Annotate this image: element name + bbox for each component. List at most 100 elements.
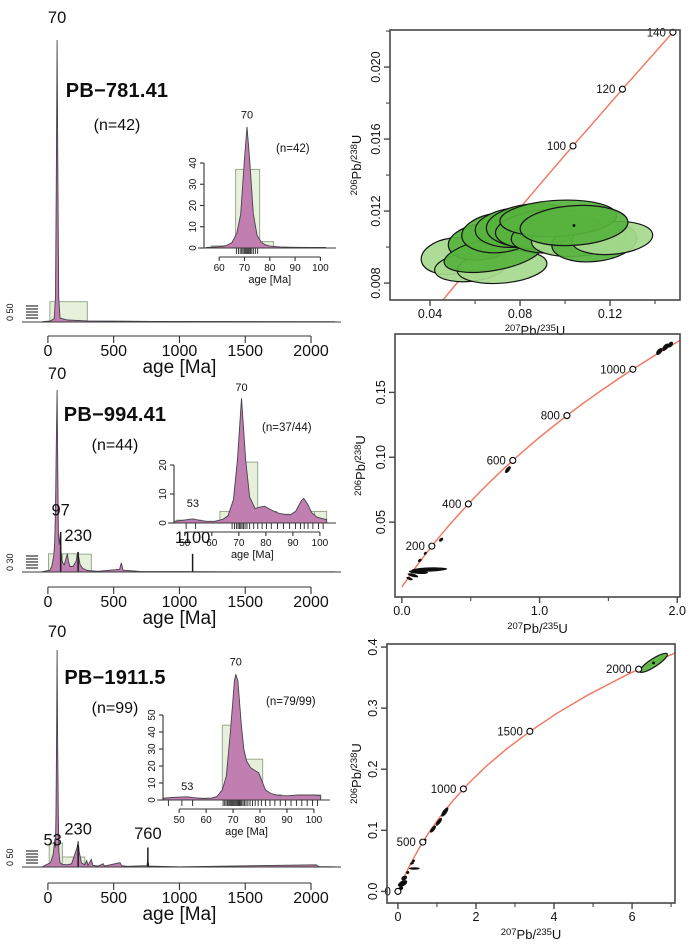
y-axis-mini-label: 0 30 (5, 553, 15, 571)
age-marker-circle (419, 838, 427, 846)
x-tick-label: 1500 (227, 343, 263, 360)
error-ellipse (408, 570, 428, 575)
age-marker-circle (428, 542, 436, 550)
y-tick-label: 0.10 (374, 445, 388, 469)
y-tick-label: 0 (188, 245, 199, 251)
x-tick-label: 2000 (293, 890, 329, 907)
kde-inset-chart-3: 70 53 50 60 70 80 90 100 age [Ma] 0 10 20 30 40 50 (n=7… (147, 657, 330, 838)
age-marker-circle (635, 665, 643, 673)
x-tick-label: 2000 (293, 594, 329, 611)
x-tick-label: 0.12 (598, 307, 622, 321)
concordia-chart-1: 100 120 140 0.04 0.08 0.12 0.008 0.012 0.016 0.02… (349, 27, 681, 338)
sample-title-2: PB−994.41 (63, 404, 167, 426)
x-tick-label: 60 (206, 538, 218, 549)
y-axis-mini-label: 0 50 (5, 848, 15, 866)
x-tick-label: 1000 (162, 890, 198, 907)
inset-plot: 70 60 70 80 90 100 age [Ma] 0 10 20 30 40 (n=42) (188, 109, 336, 286)
x-tick-label: 100 (312, 538, 329, 549)
error-ellipses (406, 341, 674, 581)
y-tick-label: 0 (158, 520, 169, 526)
concordia-curve (442, 30, 676, 300)
x-tick-label: 90 (287, 538, 299, 549)
sample-n-2: (n=44) (91, 437, 139, 454)
x-tick-label: 80 (260, 538, 272, 549)
sample-title-1: PB−781.41 (65, 80, 169, 102)
x-tick-label: 500 (100, 343, 127, 360)
y-tick-label: 30 (147, 743, 158, 755)
y-tick-label: 40 (188, 157, 199, 169)
age-markers: 200 400 600 800 1000 (406, 364, 637, 553)
x-axis-label: age [Ma] (248, 274, 291, 286)
kde-curve (206, 126, 326, 249)
concordia-panel-2: 200 400 600 800 1000 0.0 1.0 2.0 0.05 0.10 0.15 207… (345, 330, 689, 642)
plot-frame (394, 333, 681, 598)
error-ellipse (411, 859, 416, 863)
error-ellipse (441, 807, 449, 817)
y-tick-label: 0.0 (366, 883, 380, 900)
inset-n-label: (n=37/44) (262, 422, 312, 434)
x-axis: 0 500 1000 1500 2000 age [Ma] (43, 586, 329, 629)
error-ellipse (656, 348, 663, 355)
y-axis: 0 10 20 30 40 50 (147, 709, 164, 803)
y-tick-label: 50 (147, 709, 158, 721)
error-ellipse (435, 817, 443, 826)
age-marker-circle (618, 85, 626, 93)
concordia-plot: 200 400 600 800 1000 0.0 1.0 2.0 0.05 0.10 0.15 207… (353, 333, 686, 636)
concordia-plot: 100 120 140 0.04 0.08 0.12 0.008 0.012 0.016 0.02… (349, 27, 681, 338)
y-tick-label: 20 (188, 200, 199, 212)
y-tick-label: 0 (147, 797, 158, 803)
x-tick-label: 0.04 (418, 307, 442, 321)
error-ellipse (410, 861, 414, 865)
error-ellipse (401, 875, 408, 881)
x-tick-label: 100 (306, 815, 323, 826)
kde-panel-2: 70 97 230 1100 0 500 1000 1500 2000 age [Ma] 0 30 … (0, 365, 345, 637)
age-marker-label: 120 (596, 84, 615, 96)
x-axis: 50 60 70 80 90 100 age [Ma] (174, 808, 323, 838)
error-ellipse (408, 867, 420, 870)
age-marker-label: 1500 (497, 726, 523, 738)
error-ellipse (407, 573, 419, 578)
concordia-curve (401, 339, 680, 588)
x-tick-label: 4 (551, 910, 558, 924)
error-ellipse (504, 466, 511, 474)
y-tick-label: 0.1 (366, 822, 380, 839)
sample-n-3: (n=99) (91, 700, 139, 717)
x-axis: 0 500 1000 1500 2000 age [Ma] (43, 882, 329, 925)
inset-plot: 70 53 50 60 70 80 90 100 age [Ma] 0 10 20 (n=37/44) (158, 382, 336, 561)
x-tick-label: 70 (233, 538, 245, 549)
x-tick-label: 500 (100, 890, 127, 907)
y-tick-label: 0.4 (366, 638, 380, 655)
peak-label: 97 (51, 502, 69, 520)
x-tick-label: 50 (179, 538, 191, 549)
age-marker-label: 600 (487, 455, 506, 467)
y-axis: 0 10 20 (158, 459, 175, 526)
y-tick-label: 0.016 (369, 123, 383, 154)
error-ellipse (406, 576, 413, 581)
x-tick-label: 70 (239, 263, 251, 274)
x-tick-label: 60 (214, 263, 226, 274)
isotope-axis-label: 206Pb/238U (349, 135, 364, 196)
x-tick-label: 1000 (162, 343, 198, 360)
y-tick-label: 0.012 (369, 195, 383, 226)
age-marker-label: 800 (541, 411, 560, 423)
age-marker-label: 400 (442, 499, 461, 511)
age-marker-circle (509, 456, 517, 464)
x-tick-label: 100 (312, 263, 329, 274)
x-axis-label: age [Ma] (231, 549, 274, 561)
x-tick-label: 500 (100, 594, 127, 611)
x-axis-label: age [Ma] (225, 826, 268, 838)
kde-curve (162, 674, 322, 801)
x-axis-label: age [Ma] (142, 357, 216, 378)
peak-label: 230 (64, 527, 92, 545)
age-markers: 100 120 140 (547, 27, 677, 153)
peak-label: 1100 (175, 529, 210, 547)
inset-n-label: (n=79/99) (266, 696, 316, 708)
kde-panel-1: 70 0 500 1000 1500 2000 age [Ma] 0 50 70 60 70 80 9… (0, 0, 345, 378)
age-marker-circle (459, 785, 467, 793)
